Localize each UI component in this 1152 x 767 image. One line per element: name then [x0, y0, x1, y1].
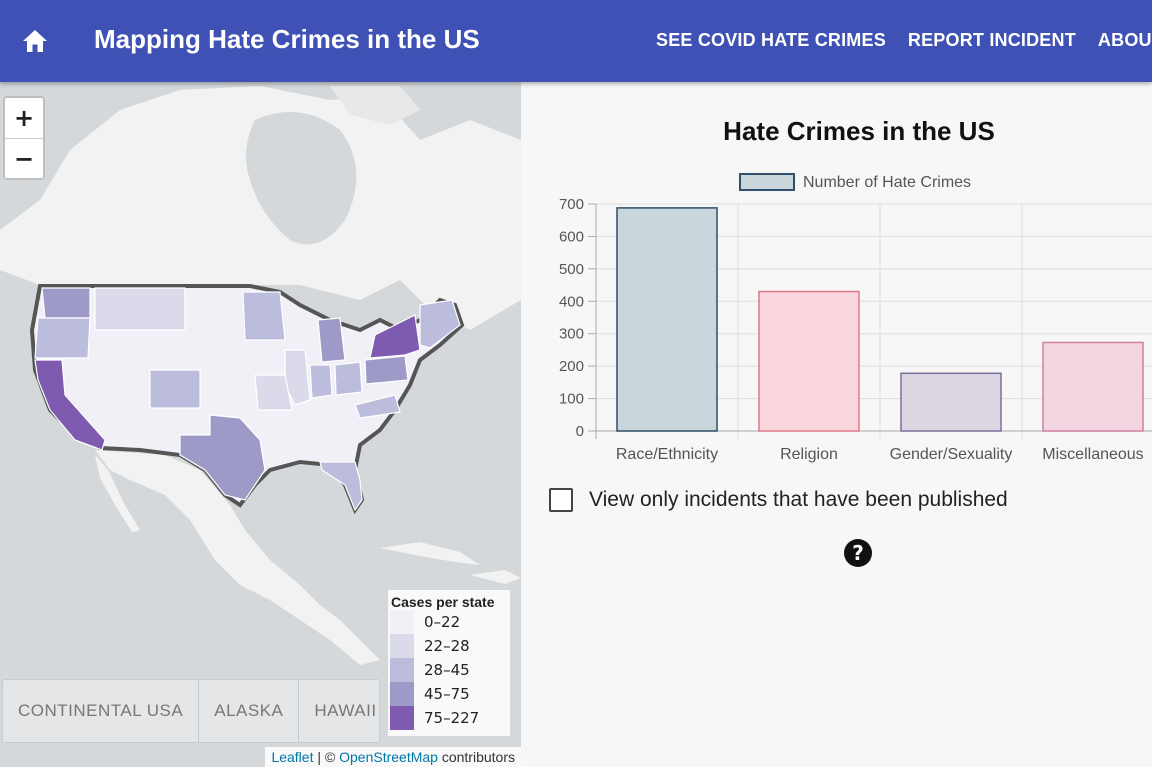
legend-row: 28–45 — [388, 658, 510, 682]
x-tick-label: Religion — [780, 446, 838, 463]
state-oregon — [34, 317, 91, 359]
nav-menu: SEE COVID HATE CRIMES REPORT INCIDENT AB… — [656, 30, 1152, 51]
state-montana — [94, 287, 186, 331]
y-tick-label: 100 — [559, 391, 584, 408]
nav-about[interactable]: ABOUT — [1097, 30, 1152, 50]
chart-panel: Hate Crimes in the US Number of Hate Cri… — [521, 82, 1152, 767]
state-new-york — [369, 314, 421, 359]
map-legend: Cases per state 0–22 22–28 28–45 45–75 7… — [388, 590, 510, 736]
legend-swatch — [390, 634, 414, 658]
x-tick-label: Race/Ethnicity — [616, 446, 718, 463]
legend-row: 0–22 — [388, 610, 510, 634]
region-tabs: CONTINENTAL USA ALASKA HAWAII — [2, 679, 381, 743]
published-filter[interactable]: View only incidents that have been publi… — [549, 488, 1008, 512]
state-virginia — [354, 394, 401, 419]
zoom-control: + − — [3, 96, 45, 180]
bar-race-ethnicity — [616, 207, 718, 432]
state-michigan — [317, 317, 346, 363]
legend-label: 28–45 — [424, 661, 470, 679]
state-missouri — [254, 374, 293, 411]
map-view[interactable]: + − Cases per state 0–22 22–28 28–45 45–… — [0, 82, 521, 767]
state-pennsylvania — [364, 355, 409, 385]
state-indiana — [309, 364, 333, 399]
state-texas — [179, 414, 266, 501]
baja-peninsula — [95, 455, 140, 532]
bar-miscellaneous — [1042, 341, 1144, 432]
y-tick-label: 300 — [559, 326, 584, 343]
tab-hawaii[interactable]: HAWAII — [314, 701, 377, 720]
x-tick-label: Miscellaneous — [1042, 446, 1143, 463]
home-button[interactable] — [14, 20, 56, 62]
nav-covid-hate-crimes[interactable]: SEE COVID HATE CRIMES — [656, 30, 886, 50]
legend-swatch — [390, 610, 414, 634]
bar-gender-sexuality — [900, 372, 1002, 432]
y-tick-label: 400 — [559, 293, 584, 310]
state-new-england — [419, 299, 461, 349]
tab-alaska[interactable]: ALASKA — [199, 680, 300, 742]
zoom-in-button[interactable]: + — [13, 104, 35, 132]
attribution-suffix: contributors — [437, 749, 515, 765]
y-tick-label: 0 — [576, 423, 584, 440]
legend-row: 75–227 — [388, 706, 510, 730]
legend-label: Number of Hate Crimes — [803, 174, 971, 191]
chart-title: Hate Crimes in the US — [723, 116, 995, 146]
bar-religion — [758, 290, 860, 432]
usa-states — [29, 284, 465, 515]
published-filter-label: View only incidents that have been publi… — [589, 488, 1008, 511]
leaflet-link[interactable]: Leaflet — [271, 749, 314, 765]
y-tick-label: 200 — [559, 358, 584, 375]
basemap — [0, 82, 521, 767]
legend-row: 22–28 — [388, 634, 510, 658]
app-bar: Mapping Hate Crimes in the US SEE COVID … — [0, 0, 1152, 82]
state-colorado — [149, 369, 201, 409]
bar-chart: Number of Hate Crimes 0 100 200 300 400 500 600… — [559, 173, 1152, 463]
legend-label: 75–227 — [424, 709, 480, 727]
legend-label: 0–22 — [424, 613, 461, 631]
zoom-out-button[interactable]: − — [5, 138, 43, 178]
y-tick-label: 600 — [559, 228, 584, 245]
legend-swatch — [739, 173, 795, 191]
help-icon[interactable]: ? — [844, 539, 872, 567]
app-title: Mapping Hate Crimes in the US — [94, 24, 480, 54]
home-icon — [23, 30, 47, 52]
state-ohio — [334, 361, 363, 396]
legend-swatch — [390, 706, 414, 730]
mexico-land — [95, 450, 380, 665]
hispaniola-island — [470, 570, 521, 584]
legend-label: 45–75 — [424, 685, 470, 703]
cuba-island — [380, 542, 480, 565]
legend-swatch — [390, 682, 414, 706]
y-tick-label: 700 — [559, 196, 584, 213]
state-washington — [41, 287, 91, 319]
y-tick-label: 500 — [559, 261, 584, 278]
legend-label: 22–28 — [424, 637, 470, 655]
canada-land — [0, 86, 521, 330]
attribution-separator: | © — [313, 749, 340, 765]
x-tick-label: Gender/Sexuality — [890, 446, 1013, 463]
arctic-islands — [330, 86, 420, 125]
state-minnesota — [242, 291, 286, 341]
legend-row: 45–75 — [388, 682, 510, 706]
legend-title: Cases per state — [391, 594, 495, 610]
tab-continental-usa[interactable]: CONTINENTAL USA — [3, 680, 200, 742]
usa-base — [29, 284, 465, 515]
nav-report-incident[interactable]: REPORT INCIDENT — [907, 30, 1076, 50]
legend-swatch — [390, 658, 414, 682]
hudson-bay — [246, 112, 357, 245]
state-california — [34, 359, 106, 451]
map-attribution: Leaflet | © OpenStreetMap contributors — [265, 747, 521, 767]
published-checkbox[interactable] — [549, 488, 573, 512]
state-florida — [319, 461, 363, 512]
openstreetmap-link[interactable]: OpenStreetMap — [339, 749, 438, 765]
